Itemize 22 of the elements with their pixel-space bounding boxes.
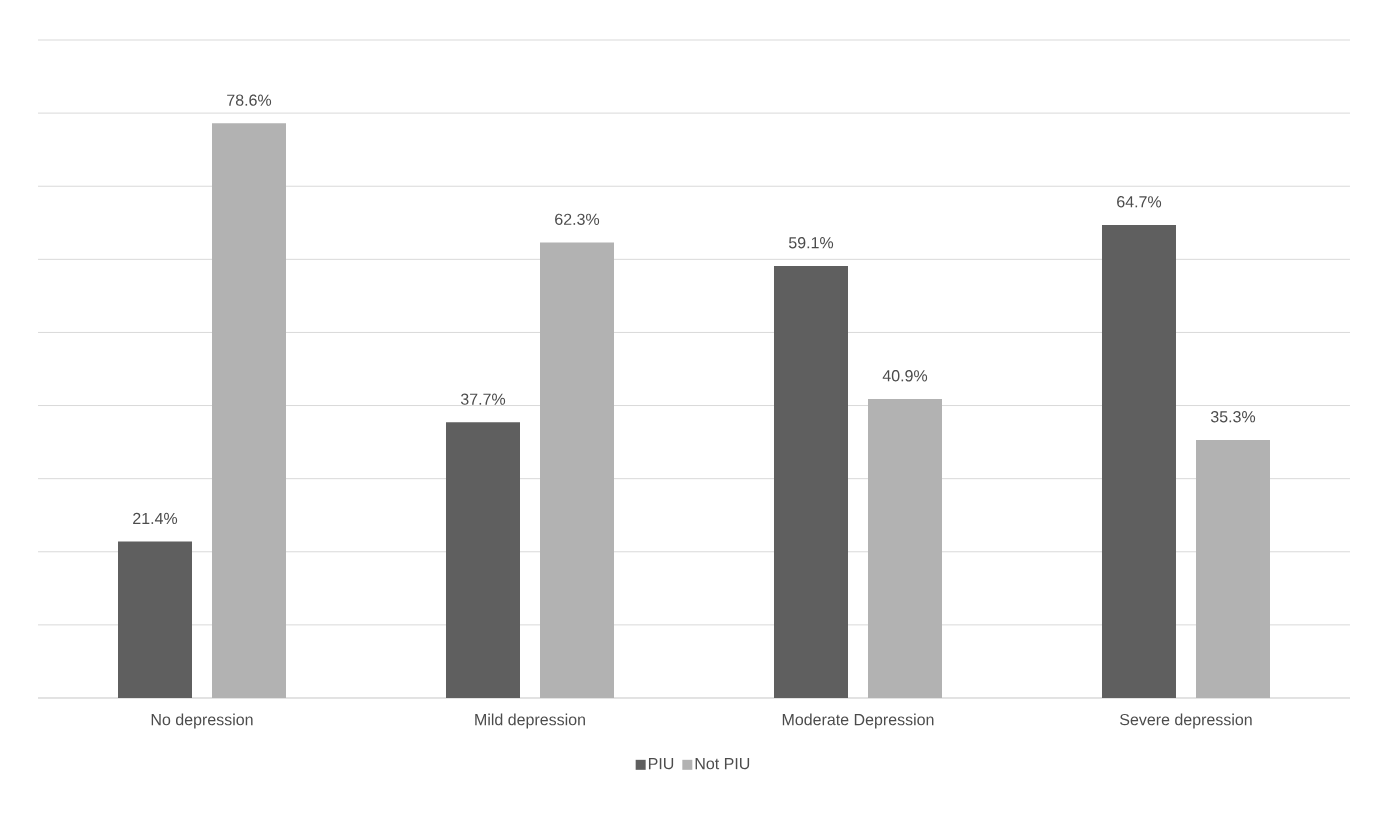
bar [540, 242, 614, 698]
data-label: 62.3% [555, 213, 600, 225]
data-label: 21.4% [133, 512, 178, 525]
legend-label: Not PIU [695, 758, 750, 770]
bar [868, 398, 942, 698]
bar [1101, 224, 1176, 698]
data-label: 59.1% [788, 237, 834, 249]
bar [774, 265, 848, 698]
bar [446, 422, 520, 698]
data-label: 78.6% [227, 94, 272, 106]
data-label: 35.3% [1210, 411, 1256, 423]
data-label: 37.7% [460, 393, 506, 405]
x-tick-label: Moderate Depression [782, 713, 934, 729]
x-tick-label: Mild depression [475, 713, 585, 729]
x-tick-label: No depression [151, 713, 253, 729]
legend-label: PIU [648, 758, 674, 770]
bar [118, 541, 192, 698]
bar [212, 123, 286, 698]
data-label: 40.9% [882, 370, 928, 382]
x-tick-label: Severe depression [1120, 713, 1252, 729]
data-label: 64.7% [1117, 196, 1162, 208]
bar [1195, 439, 1270, 698]
